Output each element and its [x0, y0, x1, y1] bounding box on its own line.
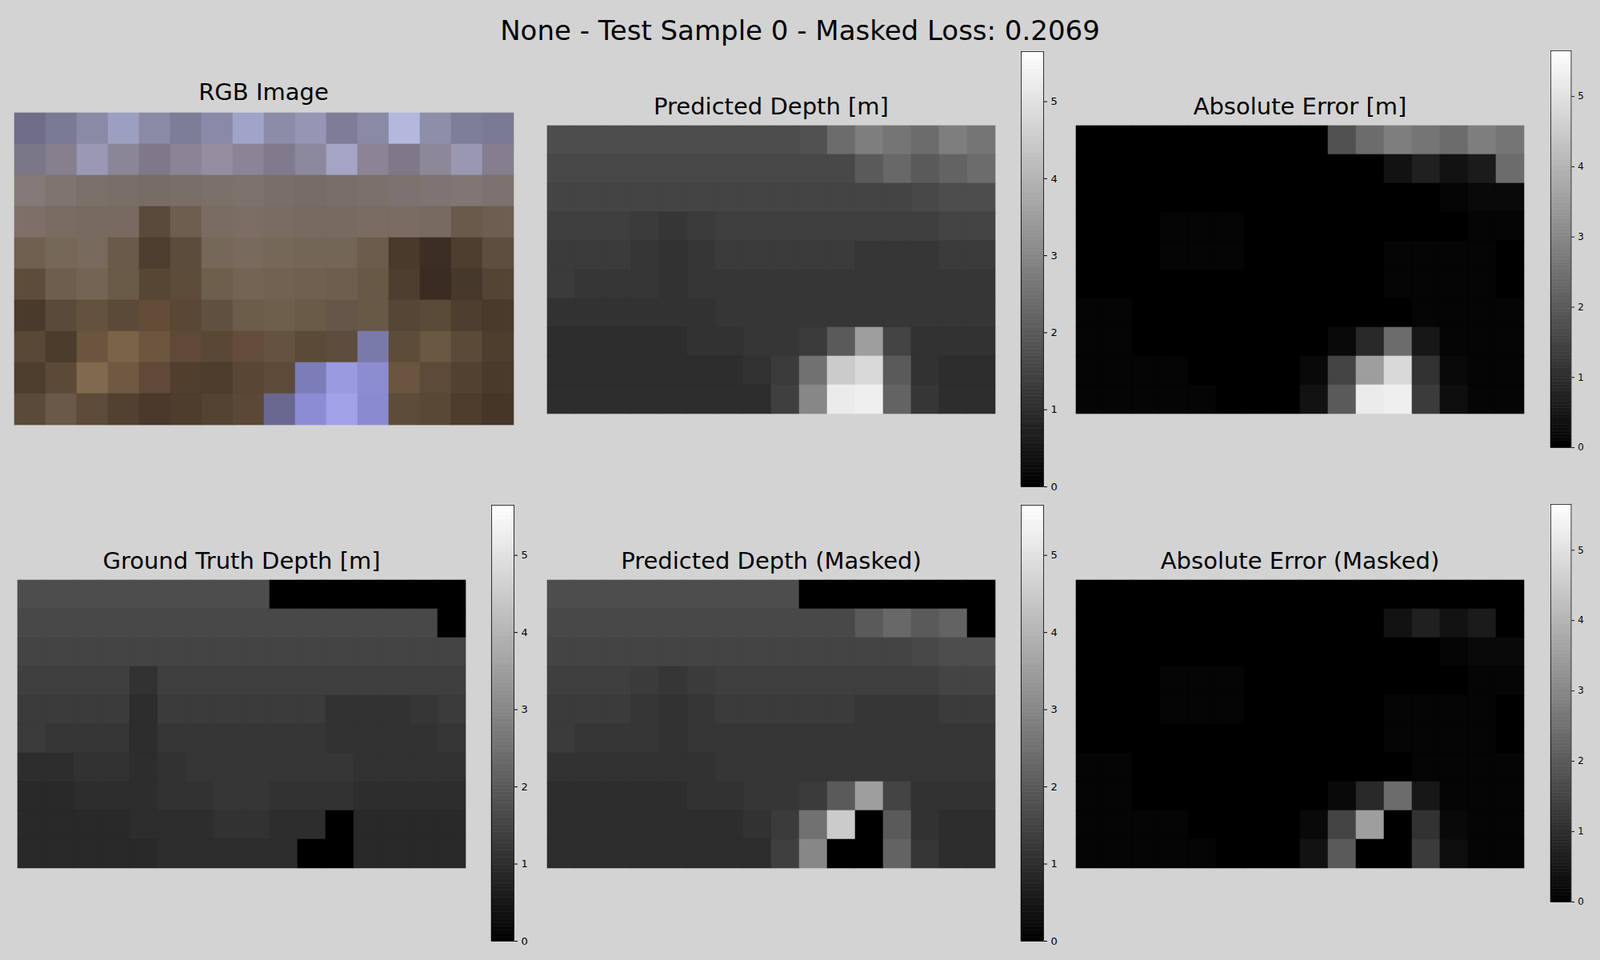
svg-text:5: 5	[1051, 95, 1058, 108]
svg-text:3: 3	[1051, 249, 1058, 262]
svg-text:0: 0	[1051, 480, 1058, 493]
svg-text:2: 2	[1577, 301, 1584, 313]
svg-text:1: 1	[1577, 825, 1584, 837]
html-text:Predicted Depth (Masked): Predicted Depth (Masked)	[621, 547, 922, 575]
svg-text:2: 2	[1577, 755, 1584, 767]
svg-text:2: 2	[1051, 780, 1058, 793]
svg-text:5: 5	[1577, 544, 1584, 556]
svg-text:3: 3	[1577, 231, 1584, 243]
svg-text:0: 0	[521, 935, 528, 948]
svg-text:4: 4	[1051, 626, 1058, 639]
svg-text:1: 1	[1051, 403, 1058, 416]
svg-text:2: 2	[521, 780, 528, 793]
svg-text:1: 1	[1051, 857, 1058, 870]
html-text:Predicted Depth [m]: Predicted Depth [m]	[653, 92, 889, 120]
html-text:Absolute Error (Masked): Absolute Error (Masked)	[1160, 547, 1440, 575]
svg-text:3: 3	[1051, 703, 1058, 716]
html-text:Absolute Error [m]: Absolute Error [m]	[1193, 92, 1407, 120]
svg-text:0: 0	[1577, 896, 1584, 908]
svg-text:4: 4	[1577, 614, 1584, 626]
svg-text:0: 0	[1051, 935, 1058, 948]
svg-text:1: 1	[521, 857, 528, 870]
svg-text:4: 4	[1577, 160, 1584, 172]
svg-text:5: 5	[1577, 90, 1584, 102]
svg-text:2: 2	[1051, 326, 1058, 339]
svg-text:5: 5	[1051, 548, 1058, 561]
svg-text:5: 5	[521, 548, 528, 561]
svg-text:0: 0	[1577, 441, 1584, 453]
svg-text:1: 1	[1577, 372, 1584, 384]
svg-text:4: 4	[1051, 172, 1058, 185]
html-text:Ground Truth Depth [m]: Ground Truth Depth [m]	[102, 547, 381, 575]
svg-text:3: 3	[521, 703, 528, 716]
svg-text:4: 4	[521, 626, 528, 639]
svg-text:3: 3	[1577, 684, 1584, 696]
html-text:RGB Image: RGB Image	[198, 78, 329, 106]
html-text:None - Test Sample 0 - Masked: None - Test Sample 0 - Masked Loss: 0.20…	[500, 14, 1100, 47]
